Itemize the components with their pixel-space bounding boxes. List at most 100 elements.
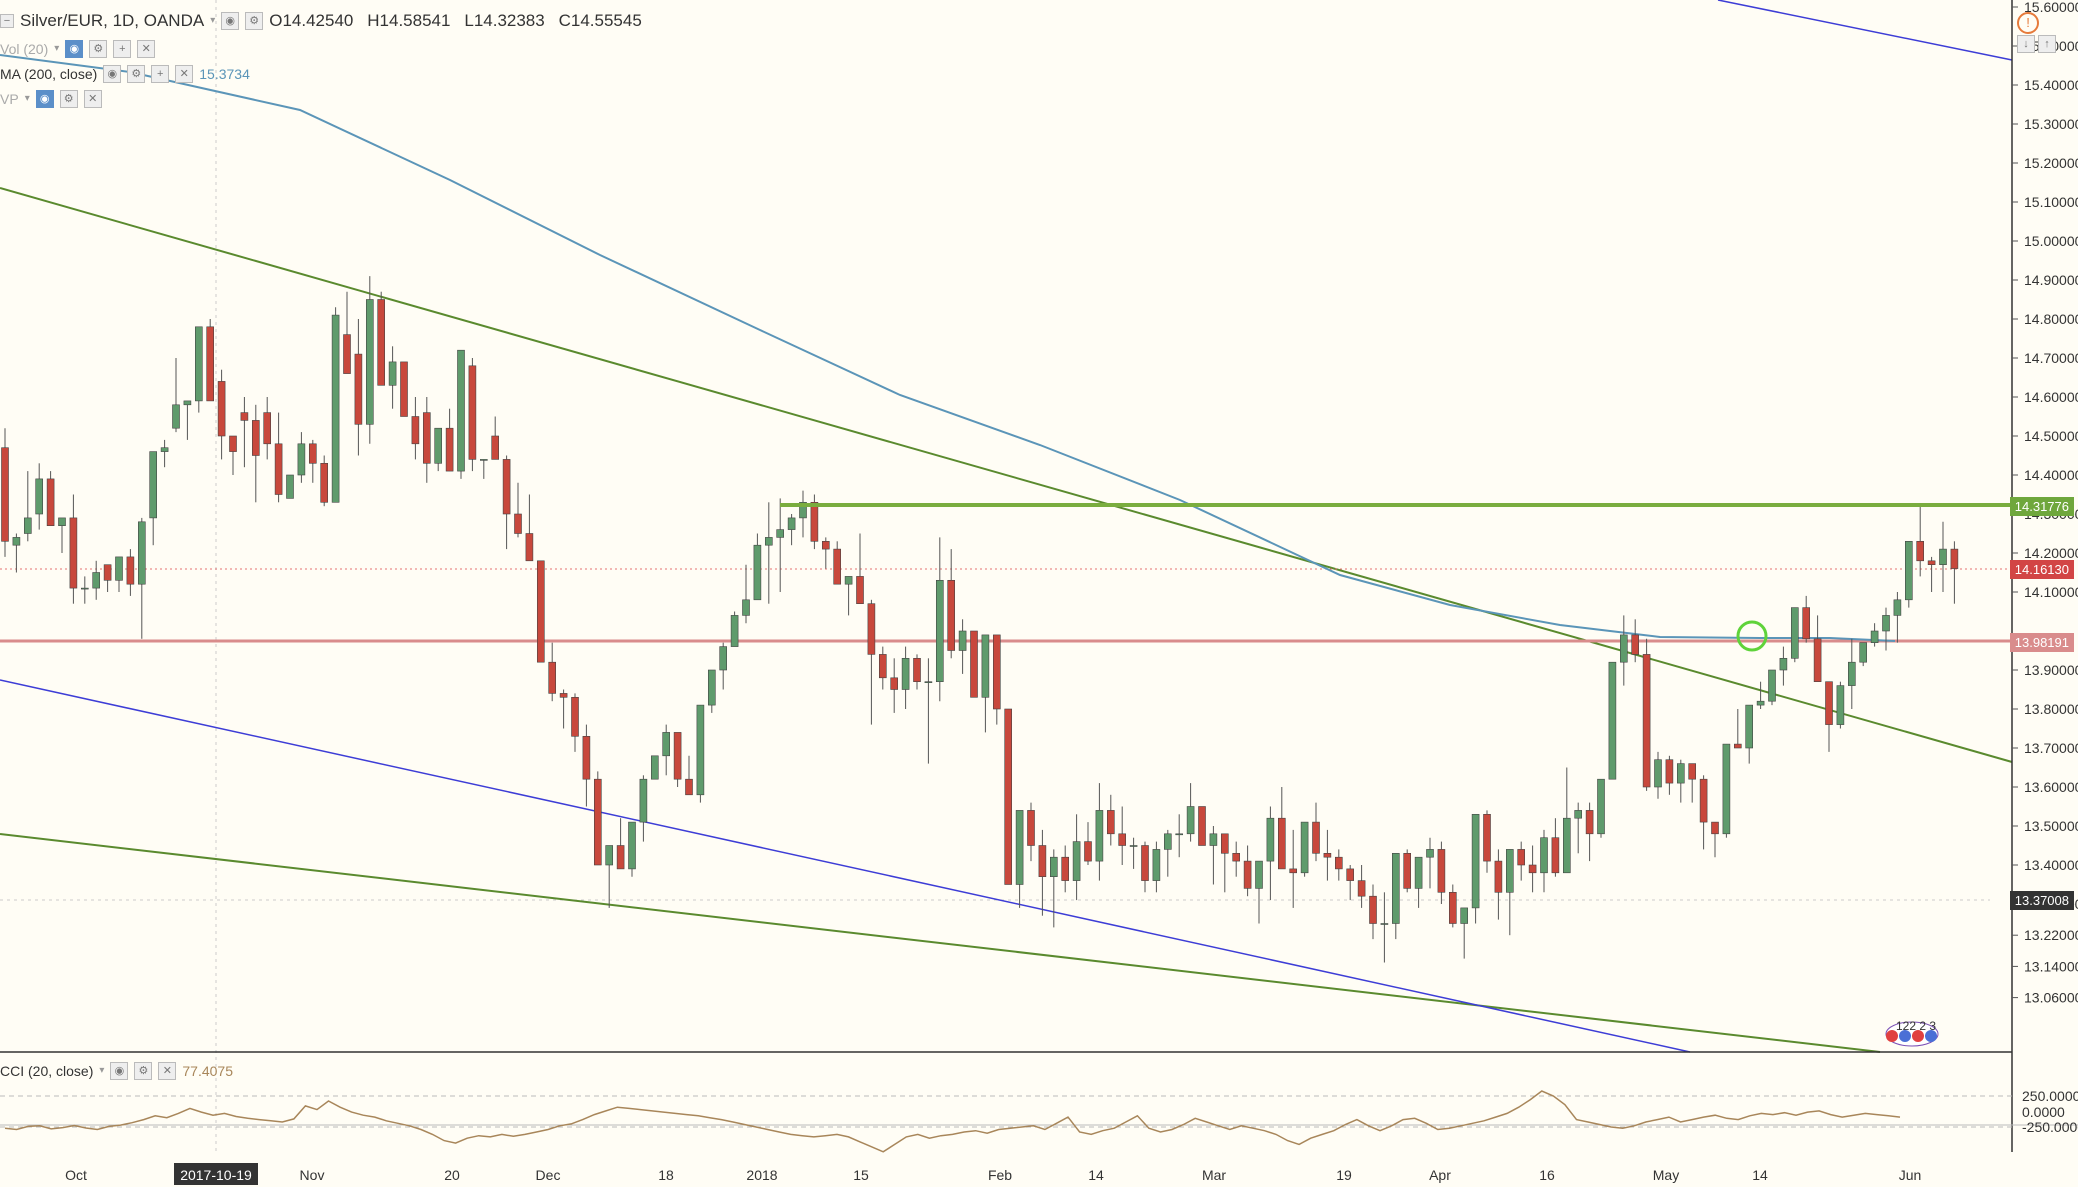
- price-tick-label: 14.80000: [2024, 311, 2078, 327]
- candle-body: [1232, 852, 1240, 862]
- price-tick-label: 15.10000: [2024, 194, 2078, 210]
- visibility-icon[interactable]: ◉: [110, 1062, 129, 1080]
- close-icon[interactable]: ✕: [175, 65, 194, 83]
- candle-body: [445, 427, 454, 472]
- candle-body: [388, 361, 397, 386]
- candle-body: [1677, 763, 1685, 784]
- candle-body: [1266, 817, 1275, 862]
- settings-icon[interactable]: ⚙: [127, 65, 146, 83]
- candle-body: [1403, 852, 1411, 889]
- badge-text: 122 2 3: [1896, 1019, 1936, 1033]
- candle-body: [263, 412, 272, 445]
- price-tick-label: 13.90000: [2024, 662, 2078, 678]
- settings-icon[interactable]: ⚙: [59, 90, 78, 108]
- close-icon[interactable]: ✕: [83, 90, 102, 108]
- visibility-icon[interactable]: ◉: [35, 90, 54, 108]
- drawings-layer: [0, 0, 2013, 1053]
- candle-body: [1392, 852, 1400, 924]
- candle-body: [1779, 657, 1788, 671]
- time-tick-label: 16: [1539, 1167, 1555, 1183]
- time-tick-label: 2018: [746, 1167, 777, 1183]
- candle-body: [673, 732, 682, 780]
- collapse-icon[interactable]: −: [0, 14, 14, 28]
- candle-body: [970, 630, 978, 698]
- drawings-top-layer: [780, 503, 2012, 652]
- price-tick-label: 15.60000: [2024, 0, 2078, 15]
- price-tick-label: 14.50000: [2024, 428, 2078, 444]
- price-tick-label: 14.90000: [2024, 272, 2078, 288]
- candle-body: [810, 501, 819, 542]
- time-tick-label: Nov: [300, 1167, 325, 1183]
- visibility-icon[interactable]: ◉: [221, 12, 240, 30]
- candle-body: [1665, 759, 1674, 784]
- time-tick-label: Feb: [988, 1167, 1012, 1183]
- download-icon[interactable]: ↓: [2017, 35, 2035, 53]
- candle-body: [1437, 849, 1446, 893]
- time-tick-label: 2017-10-19: [180, 1167, 252, 1183]
- candle-body: [92, 572, 100, 589]
- time-tick-label: 14: [1088, 1167, 1104, 1183]
- candle-body: [1038, 845, 1047, 878]
- candle-body: [1950, 548, 1959, 569]
- low-value: 14.32383: [473, 11, 545, 30]
- cci-tick-label: 250.0000: [2022, 1088, 2078, 1104]
- ma-layer: [0, 54, 1896, 642]
- vp-label[interactable]: VP: [0, 91, 19, 107]
- candle-body: [1882, 615, 1890, 632]
- symbol-title[interactable]: Silver/EUR, 1D, OANDA: [20, 11, 205, 30]
- close-value: 14.55545: [570, 11, 642, 30]
- candle-body: [1004, 708, 1013, 885]
- candle-body: [1620, 634, 1628, 663]
- candle-body: [514, 513, 522, 534]
- chevron-down-icon[interactable]: ▾: [99, 1065, 105, 1076]
- settings-icon[interactable]: ⚙: [89, 40, 108, 58]
- candle-body: [1164, 833, 1172, 850]
- candle-body: [1711, 821, 1719, 835]
- warning-icon[interactable]: !: [2017, 12, 2039, 34]
- candle-body: [707, 669, 716, 706]
- chevron-down-icon[interactable]: ▾: [210, 15, 216, 26]
- candle-body: [958, 630, 967, 651]
- candle-body: [103, 564, 112, 581]
- candle-body: [1015, 810, 1024, 885]
- time-tick-label: Dec: [536, 1167, 561, 1183]
- candle-body: [1118, 833, 1126, 846]
- price-tick-label: 13.50000: [2024, 818, 2078, 834]
- add-icon[interactable]: +: [113, 40, 132, 58]
- candle-body: [787, 517, 796, 530]
- candle-body: [1642, 654, 1651, 788]
- price-tick-label: 15.00000: [2024, 233, 2078, 249]
- badge-icon[interactable]: 122 2 3: [1885, 1019, 1939, 1047]
- close-icon[interactable]: ✕: [137, 40, 156, 58]
- candle-body: [240, 412, 249, 421]
- chevron-down-icon[interactable]: ▾: [54, 43, 60, 54]
- candle-body: [35, 478, 44, 515]
- candle-body: [229, 435, 237, 452]
- ma-label[interactable]: MA (200, close): [0, 66, 98, 82]
- price-tick-label: 14.40000: [2024, 467, 2078, 483]
- add-icon[interactable]: +: [151, 65, 170, 83]
- cci-label[interactable]: CCI (20, close): [0, 1063, 94, 1079]
- settings-icon[interactable]: ⚙: [134, 1062, 153, 1080]
- candle-body: [1585, 810, 1594, 835]
- candle-body: [856, 576, 864, 605]
- candle-body: [1848, 661, 1856, 686]
- candle-body: [685, 778, 693, 796]
- visibility-icon[interactable]: ◉: [65, 40, 84, 58]
- close-icon[interactable]: ✕: [158, 1062, 177, 1080]
- vol-label[interactable]: Vol (20): [0, 41, 49, 57]
- price-tick-label: 14.20000: [2024, 545, 2078, 561]
- candle-body: [1414, 856, 1423, 889]
- price-tick-label: 15.30000: [2024, 116, 2078, 132]
- candle-body: [901, 657, 910, 690]
- visibility-icon[interactable]: ◉: [103, 65, 122, 83]
- candle-body: [1380, 923, 1389, 925]
- chevron-down-icon[interactable]: ▾: [24, 93, 30, 104]
- time-axis[interactable]: Oct 2017-10-19 Nov 20 Dec 18 2018 15 Feb 14 Mar 19 A…: [65, 1163, 1921, 1185]
- upload-icon[interactable]: ↑: [2038, 35, 2056, 53]
- candle-body: [81, 587, 89, 590]
- resistance-price-label: 14.31776: [2009, 497, 2074, 516]
- settings-icon[interactable]: ⚙: [245, 12, 264, 30]
- trendline-lower: [0, 833, 1881, 1053]
